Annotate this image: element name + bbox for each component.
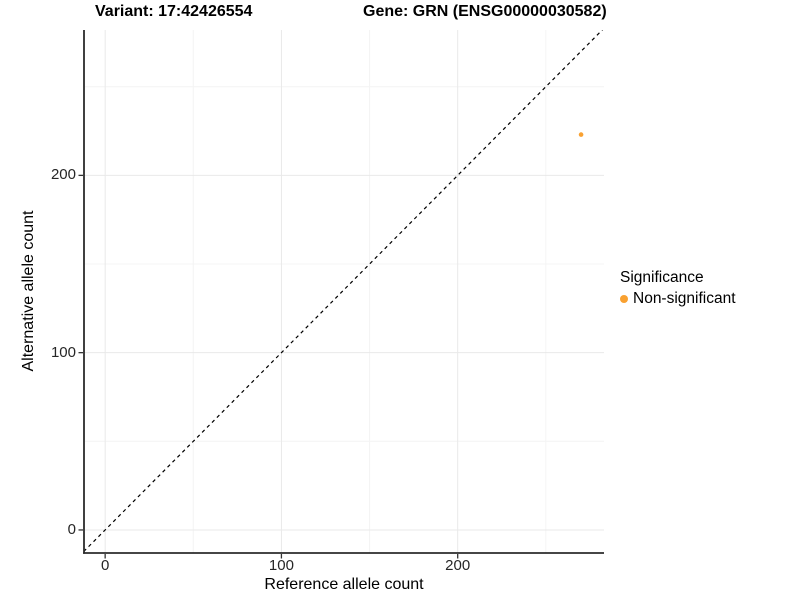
y-tick-label: 0: [67, 520, 76, 538]
legend-item-non-significant: Non-significant: [620, 290, 736, 308]
x-tick-label: 200: [445, 557, 471, 574]
data-point: [578, 132, 584, 137]
legend: Significance Non-significant: [620, 269, 736, 308]
y-tick-label: 100: [50, 343, 76, 361]
identity-line: [84, 30, 604, 553]
legend-point-icon: [620, 295, 628, 303]
x-axis-title: Reference allele count: [264, 576, 424, 593]
legend-item-label: Non-significant: [633, 290, 736, 307]
gene-title: Gene: GRN (ENSG00000030582): [363, 3, 607, 20]
legend-title: Significance: [620, 269, 704, 286]
x-tick-label: 0: [100, 557, 110, 574]
y-tick-label: 200: [50, 166, 76, 184]
x-tick-label: 100: [268, 557, 294, 574]
variant-title: Variant: 17:42426554: [95, 3, 253, 20]
